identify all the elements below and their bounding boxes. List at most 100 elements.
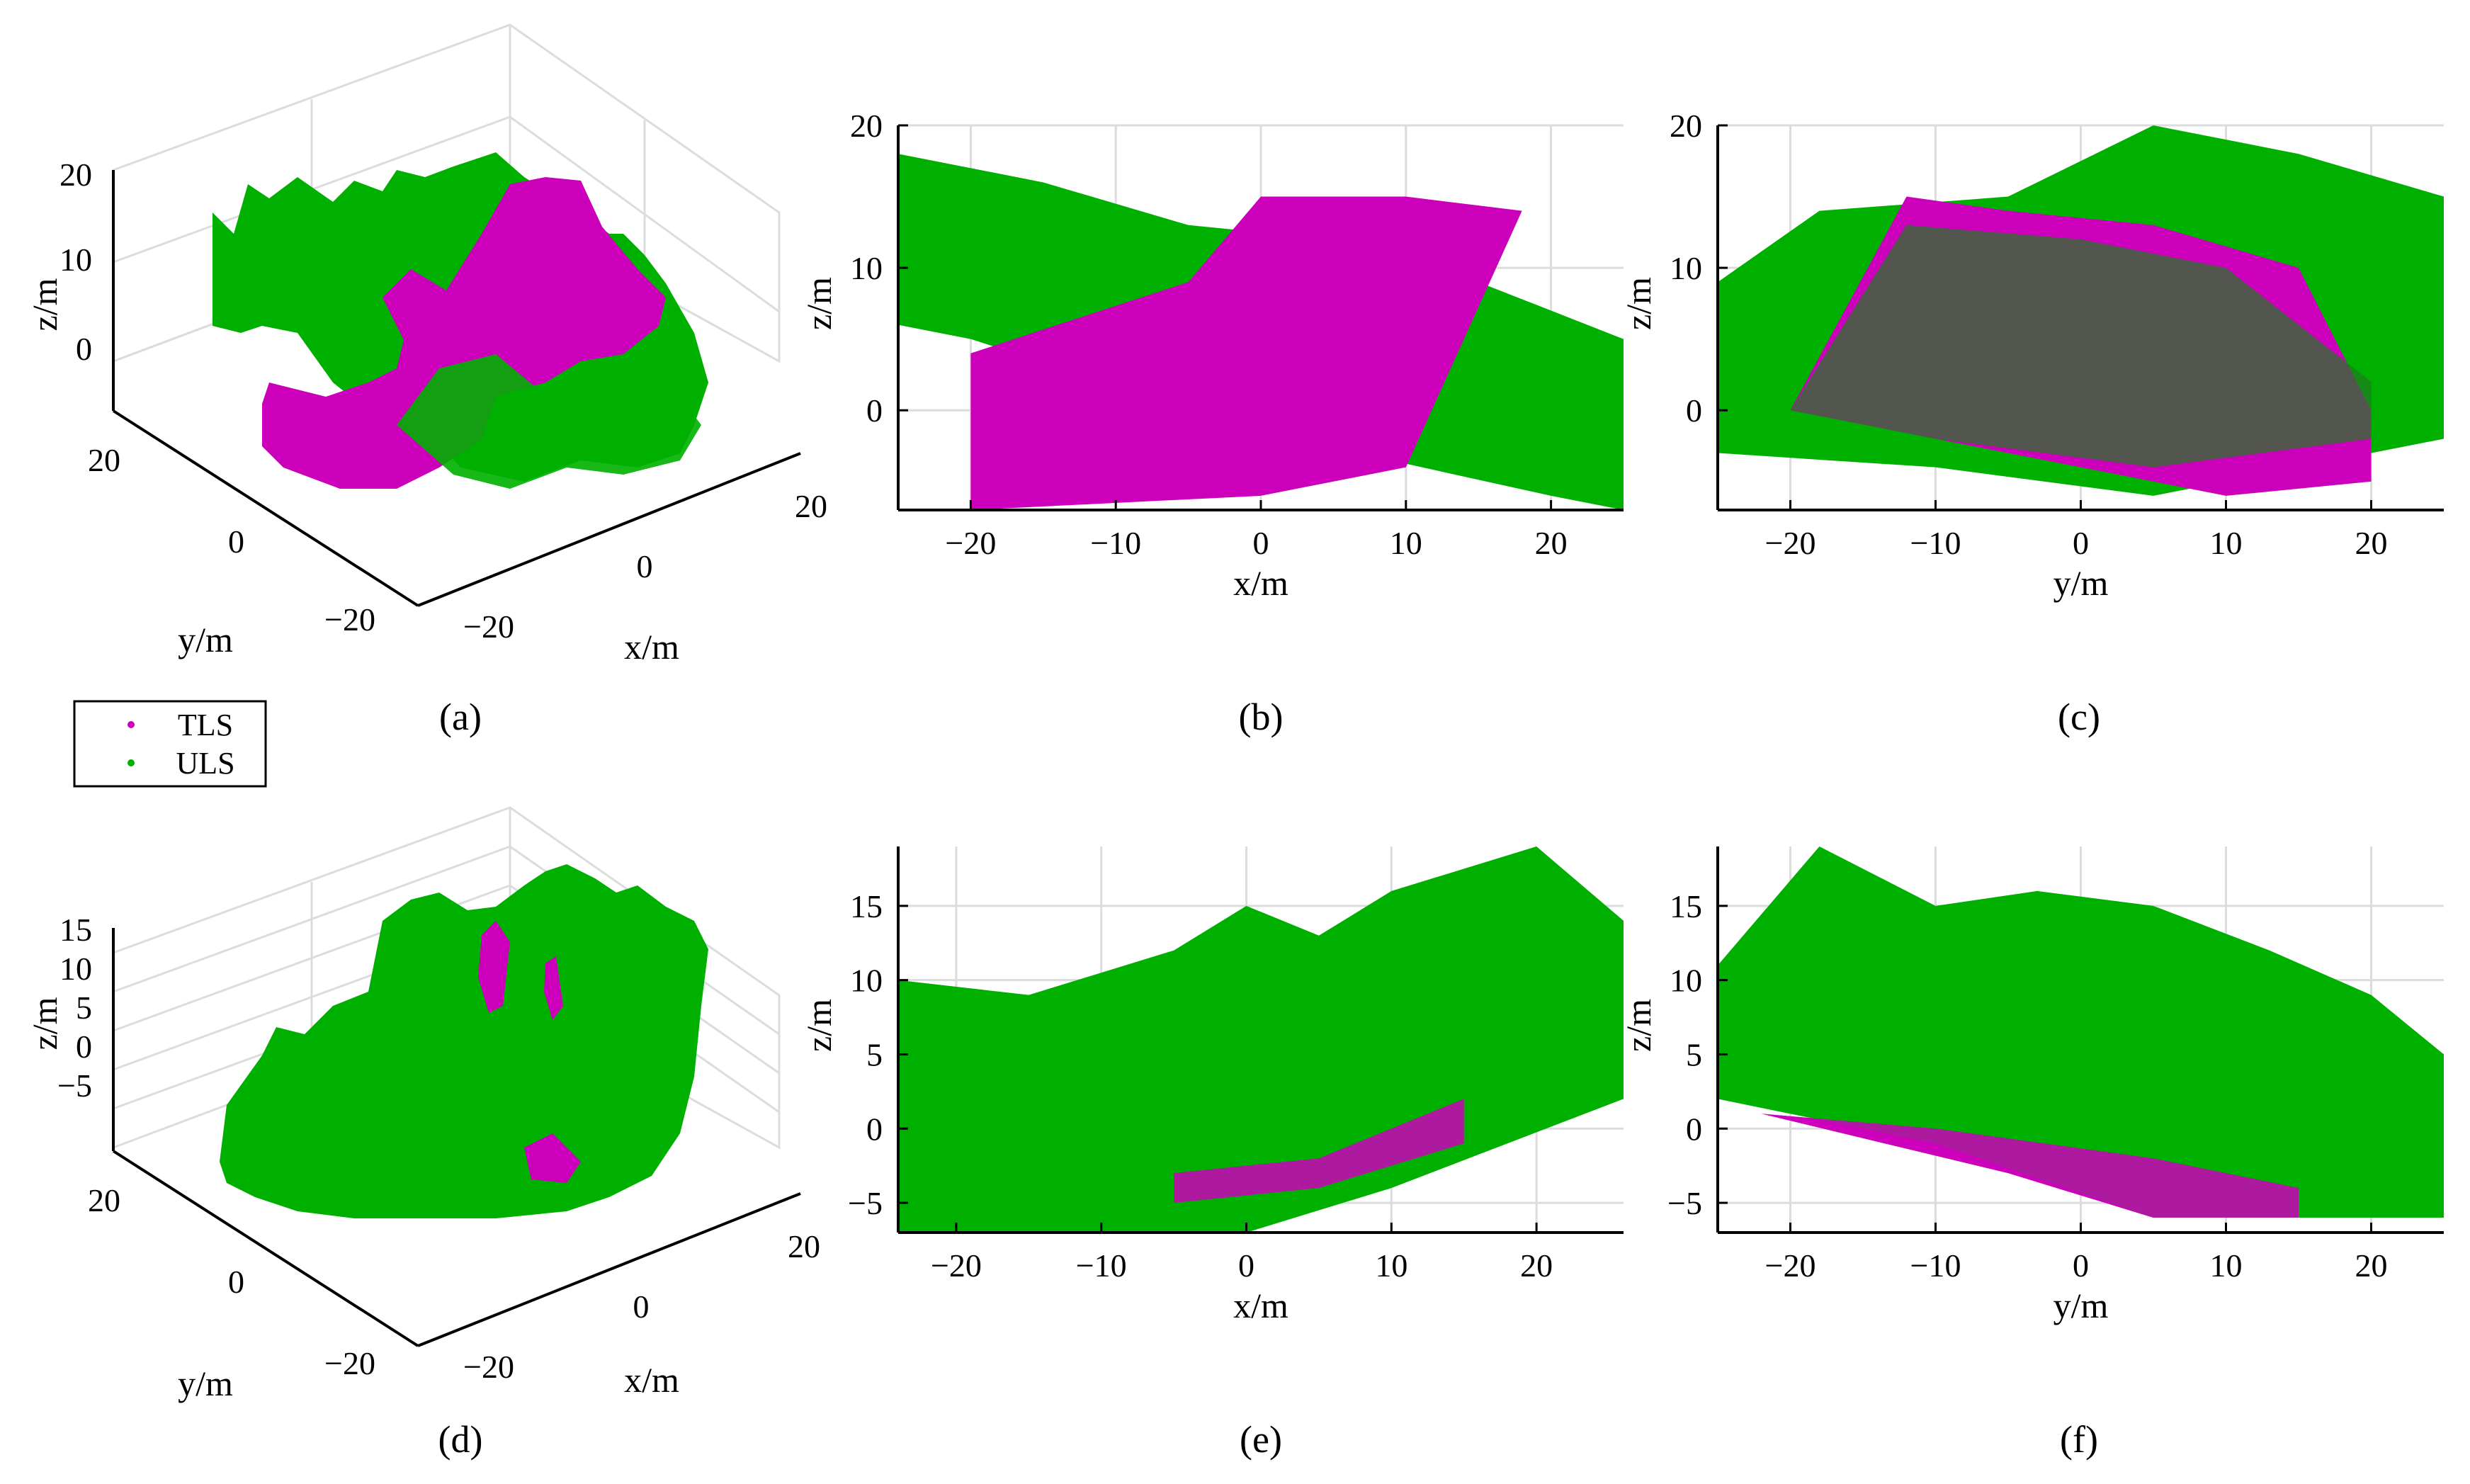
panel-b-xtick-label-4: 20: [1535, 525, 1568, 561]
legend-uls-marker: [128, 759, 135, 766]
panel-d-ztick-15: 15: [60, 912, 92, 948]
panel-b-xtick-label-1: −10: [1090, 525, 1141, 561]
panel-d-xtick-n20: −20: [463, 1349, 514, 1385]
panel-f-xtick-label-2: 0: [2073, 1247, 2089, 1284]
side-view-panels: −20 −10 0 10 20 0 10 20 x/m z/m −20 −10 0 10 20 0 10 20 y/…: [799, 108, 2444, 1325]
panel-c-ytick-label-2: 20: [1670, 108, 1702, 144]
panel-e-xlabel: x/m: [1233, 1286, 1288, 1325]
panel-c-xlabel: y/m: [2053, 563, 2109, 603]
panel-a-uls-overlay: [397, 354, 701, 489]
panel-b-ytick-label-0: 0: [866, 392, 883, 429]
panel-d-ylabel: y/m: [178, 1364, 233, 1403]
panel-d-xtick-20: 20: [788, 1228, 820, 1264]
legend-box: [73, 700, 267, 788]
panel-a-caption: (a): [439, 696, 482, 738]
panel-d-caption: (d): [438, 1418, 483, 1461]
panel-f-xtick-label-3: 10: [2210, 1247, 2243, 1284]
panel-a-ztick-10: 10: [60, 242, 92, 278]
legend: TLS ULS: [73, 700, 267, 788]
panel-e-xtick-label-2: 0: [1238, 1247, 1254, 1284]
panel-d-axes: [112, 928, 801, 1347]
panel-c-ytick-label-1: 10: [1670, 250, 1702, 286]
panel-c-xtick-label-4: 20: [2355, 525, 2388, 561]
panel-a-ztick-0: 0: [76, 331, 92, 367]
panel-a-xtick-n20: −20: [463, 608, 514, 645]
panel-b-caption: (b): [1239, 696, 1284, 738]
panel-b-xtick-label-2: 0: [1253, 525, 1269, 561]
panel-b-xtick-label-0: −20: [945, 525, 996, 561]
panel-a-ytick-0: 0: [228, 523, 244, 560]
panel-d-ztick-n5: −5: [57, 1067, 92, 1104]
panel-a-xlabel: x/m: [624, 627, 679, 667]
panel-b-plot: −20 −10 0 10 20 0 10 20 x/m z/m: [799, 108, 1624, 603]
panel-a-ytick-n20: −20: [324, 601, 375, 638]
panel-f-xlabel: y/m: [2053, 1286, 2109, 1325]
panel-b-tls-cloud: [970, 196, 1522, 510]
panel-f-ytick-label-2: 5: [1686, 1036, 1702, 1072]
legend-tls-marker: [128, 721, 135, 728]
panel-d-zlabel: z/m: [25, 997, 64, 1050]
panel-e-xtick-label-4: 20: [1520, 1247, 1553, 1284]
legend-uls-label: ULS: [176, 746, 234, 781]
panel-c-xtick-label-0: −20: [1765, 525, 1816, 561]
panel-b-ytick-label-1: 10: [850, 250, 883, 286]
panel-e-ylabel: z/m: [799, 999, 839, 1052]
panel-e-ytick-label-4: 15: [850, 888, 883, 924]
panel-f-tls-visible: [1761, 1114, 2299, 1218]
panel-e-tls-visible: [1174, 1099, 1464, 1203]
panel-c-caption: (c): [2058, 696, 2100, 738]
panel-d-ztick-5: 5: [76, 990, 92, 1026]
panel-f-ytick-label-1: 0: [1686, 1111, 1702, 1147]
panel-d-tls-patch-2: [478, 921, 510, 1013]
panel-e-ytick-label-1: 0: [866, 1111, 883, 1147]
panel-d-uls-cloud: [220, 864, 708, 1218]
panel-d-xlabel: x/m: [624, 1360, 679, 1400]
panel-e-ytick-label-2: 5: [866, 1036, 883, 1072]
panel-d-ytick-0: 0: [228, 1264, 244, 1300]
panel-e-xtick-label-0: −20: [931, 1247, 982, 1284]
panel-e-ytick-label-3: 10: [850, 963, 883, 999]
panel-c-xtick-label-1: −10: [1910, 525, 1961, 561]
panel-f-ylabel: z/m: [1619, 999, 1658, 1052]
panel-f-xtick-label-0: −20: [1765, 1247, 1816, 1284]
panel-e-xtick-label-3: 10: [1375, 1247, 1407, 1284]
panel-f-uls-cloud: [1718, 846, 2444, 1218]
panel-a: 20 10 0 z/m 20 0 −20 y/m −20 0 20 x/m (a…: [25, 23, 827, 738]
panel-d-xtick-0: 0: [633, 1288, 650, 1325]
panel-d-ztick-10: 10: [60, 951, 92, 987]
panel-f-ytick-label-0: −5: [1667, 1185, 1702, 1221]
panel-e-caption: (e): [1240, 1418, 1282, 1461]
panel-a-zlabel: z/m: [25, 278, 64, 331]
panel-e-ytick-label-0: −5: [848, 1185, 883, 1221]
panel-c-xtick-label-3: 10: [2210, 525, 2243, 561]
panel-f-xtick-label-1: −10: [1910, 1247, 1961, 1284]
panel-b-xlabel: x/m: [1233, 563, 1288, 603]
panel-a-ytick-20: 20: [88, 442, 120, 478]
panel-d-ytick-20: 20: [88, 1182, 120, 1218]
panel-c-overlap-band: [1790, 225, 2372, 468]
panel-b-ylabel: z/m: [799, 277, 839, 330]
panel-f-ytick-label-4: 15: [1670, 888, 1702, 924]
panel-f-plot: −20 −10 0 10 20 −5 0 5 10 15 y/m z/m: [1619, 846, 2444, 1325]
panel-d-ztick-0: 0: [76, 1029, 92, 1065]
panel-a-tls-cloud: [262, 177, 666, 489]
panel-d: 15 10 5 0 −5 z/m 20 0 −20 y/m −20 0 20 x…: [25, 806, 820, 1461]
panel-d-ytick-n20: −20: [324, 1345, 375, 1381]
panel-f-xtick-label-4: 20: [2355, 1247, 2388, 1284]
panel-a-ztick-20: 20: [60, 157, 92, 193]
panel-c-ytick-label-0: 0: [1686, 392, 1702, 429]
panel-c-xtick-label-2: 0: [2073, 525, 2089, 561]
panel-a-axes: [112, 170, 801, 607]
panel-c-plot: −20 −10 0 10 20 0 10 20 y/m z/m: [1619, 108, 2444, 603]
panel-b-xtick-label-3: 10: [1390, 525, 1422, 561]
panel-b-ytick-label-2: 20: [850, 108, 883, 144]
panel-c-ylabel: z/m: [1619, 277, 1658, 330]
panel-e-plot: −20 −10 0 10 20 −5 0 5 10 15 x/m z/m: [799, 846, 1624, 1325]
panel-f-ytick-label-3: 10: [1670, 963, 1702, 999]
panel-e-xtick-label-1: −10: [1076, 1247, 1127, 1284]
panel-a-xtick-20: 20: [795, 488, 827, 524]
legend-tls-label: TLS: [178, 708, 233, 742]
panel-d-tls-patch-3: [544, 956, 563, 1020]
panel-a-xtick-0: 0: [637, 548, 653, 584]
